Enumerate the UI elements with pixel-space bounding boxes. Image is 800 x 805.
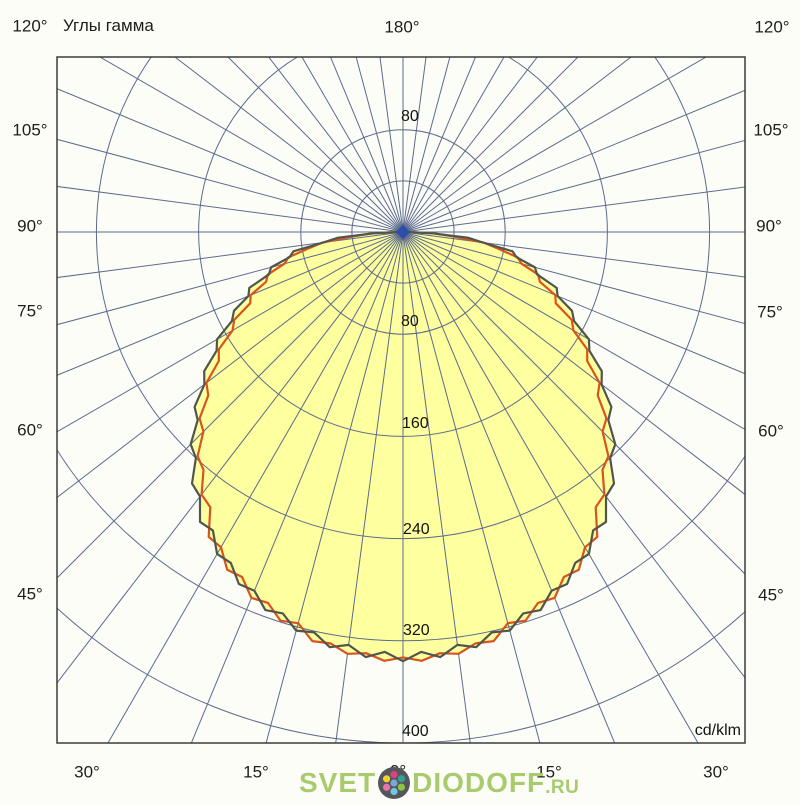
unit-label: cd/klm	[694, 722, 741, 739]
gamma-angle-label-right: 75°	[757, 302, 783, 322]
gamma-angle-label-left: 75°	[17, 301, 43, 321]
gamma-angle-label-bottom: 15°	[536, 762, 562, 782]
gamma-angle-label-bottom: 30°	[703, 762, 729, 782]
gamma-angle-label-right: 45°	[758, 585, 784, 605]
radial-tick-label: 320	[403, 622, 430, 639]
gamma-angle-label-right: 90°	[756, 216, 782, 236]
gamma-angle-label-left: 105°	[12, 120, 48, 140]
corner-angle-label: 120°	[12, 16, 48, 36]
chart-title: Углы гамма	[63, 16, 154, 35]
corner-angle-label: 120°	[754, 17, 790, 37]
corner-angle-label: 180°	[384, 17, 420, 37]
watermark-text-ru: .RU	[545, 777, 580, 798]
gamma-angle-label-left: 90°	[17, 216, 43, 236]
radial-tick-label: 400	[402, 723, 429, 740]
gamma-angle-label-right: 60°	[758, 421, 784, 441]
gamma-angle-label-left: 60°	[17, 420, 43, 440]
gamma-angle-label-right: 105°	[753, 120, 789, 140]
led-logo-icon	[377, 766, 411, 800]
radial-tick-label: 80	[401, 108, 419, 125]
gamma-angle-label-bottom: 15°	[243, 762, 269, 782]
gamma-angle-label-left: 45°	[17, 584, 43, 604]
radial-tick-label: 160	[402, 415, 429, 432]
gamma-angle-label-bottom: 30°	[74, 762, 100, 782]
radial-tick-label: 240	[403, 521, 430, 538]
watermark-text-svet: SVET	[299, 767, 377, 798]
watermark: SVET DIODOFF .RU	[299, 764, 579, 802]
radial-tick-label: 80	[401, 313, 419, 330]
watermark-text-diodoff: DIODOFF	[412, 767, 546, 798]
